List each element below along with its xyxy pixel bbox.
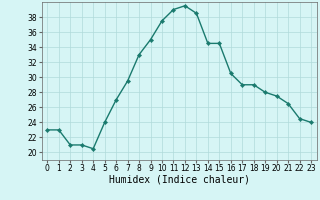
X-axis label: Humidex (Indice chaleur): Humidex (Indice chaleur): [109, 175, 250, 185]
